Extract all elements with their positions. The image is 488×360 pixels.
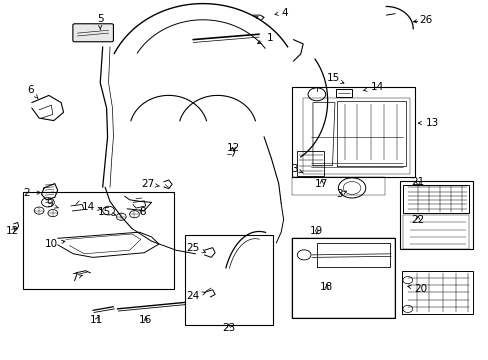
Text: 5: 5 (97, 14, 103, 29)
Text: 27: 27 (141, 179, 159, 189)
Text: 25: 25 (186, 243, 205, 253)
Bar (336, 89, 351, 97)
Text: 8: 8 (139, 207, 145, 217)
Bar (399, 181, 472, 249)
Text: 24: 24 (186, 291, 205, 301)
Bar (401, 271, 472, 314)
Text: 19: 19 (309, 226, 323, 236)
Text: 21: 21 (410, 177, 424, 187)
Text: 14: 14 (82, 202, 101, 212)
Bar (292, 87, 414, 177)
Bar (23, 192, 173, 289)
Bar (184, 235, 272, 325)
Text: 15: 15 (98, 207, 115, 217)
Text: 2: 2 (23, 188, 41, 198)
Text: 1: 1 (257, 33, 273, 44)
Text: 22: 22 (410, 215, 424, 225)
Text: 7: 7 (70, 273, 82, 283)
Text: 18: 18 (319, 282, 333, 292)
Text: 12: 12 (6, 226, 19, 236)
Bar (403, 185, 468, 213)
Text: 13: 13 (417, 118, 438, 128)
Text: 10: 10 (44, 239, 65, 249)
Text: 3: 3 (336, 189, 346, 199)
Text: 11: 11 (90, 315, 103, 325)
Text: 15: 15 (326, 73, 343, 84)
Text: 26: 26 (412, 15, 432, 25)
Text: 9: 9 (46, 199, 58, 210)
Text: 14: 14 (363, 82, 383, 92)
Text: 6: 6 (27, 85, 38, 99)
Text: 23: 23 (222, 323, 235, 333)
Text: 20: 20 (407, 284, 427, 294)
Bar (292, 238, 394, 318)
Text: 17: 17 (314, 179, 328, 189)
Bar (297, 151, 324, 176)
Text: 4: 4 (274, 8, 287, 18)
Text: 16: 16 (139, 315, 152, 325)
FancyBboxPatch shape (73, 24, 113, 42)
Text: 12: 12 (226, 143, 240, 153)
Text: 3: 3 (290, 164, 303, 174)
